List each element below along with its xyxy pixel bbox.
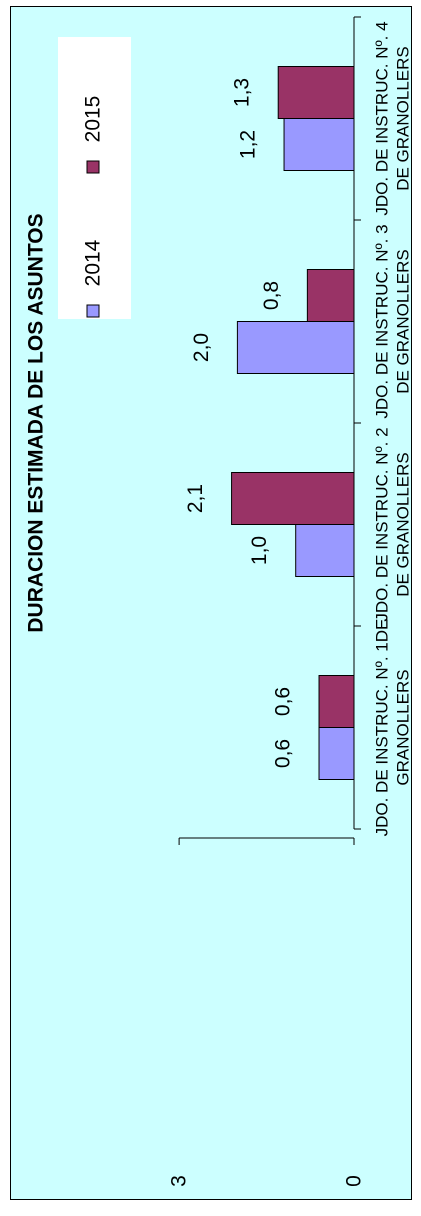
legend-box — [58, 37, 131, 319]
bar-2014-3 — [236, 321, 355, 374]
data-label-2015-3: 0,8 — [260, 281, 283, 310]
category-label-4-line1: JDO. DE INSTRUC. Nº. 4 — [373, 21, 392, 215]
data-label-2015-2: 2,1 — [184, 484, 207, 513]
category-label-2-line2: DE GRANOLLERS — [394, 452, 412, 597]
data-label-2014-3: 2,0 — [190, 333, 213, 362]
category-label-3-line1: JDO. DE INSTRUC. Nº. 3 — [373, 224, 392, 418]
legend-label-2015: 2015 — [82, 96, 105, 143]
bar-2015-4 — [277, 66, 355, 119]
data-label-2014-4: 1,2 — [237, 130, 260, 159]
data-label-2015-1: 0,6 — [272, 687, 295, 716]
value-tick-label: 0 — [343, 1175, 366, 1187]
legend-swatch-2014 — [86, 304, 100, 318]
category-label-3-line2: DE GRANOLLERS — [394, 249, 412, 394]
legend-label-2014: 2014 — [82, 239, 105, 286]
chart-frame: DURACION ESTIMADA DE LOS ASUNTOS 2014 2015… — [10, 6, 412, 1200]
data-label-2014-1: 0,6 — [272, 739, 295, 768]
bar-2015-1 — [318, 675, 355, 728]
chart-svg: DURACION ESTIMADA DE LOS ASUNTOS 2014 2015… — [25, 16, 412, 1187]
bar-2014-1 — [318, 727, 355, 780]
bar-2015-2 — [231, 472, 355, 525]
bar-2014-2 — [295, 524, 355, 577]
chart-title: DURACION ESTIMADA DE LOS ASUNTOS — [25, 213, 48, 632]
bar-2014-4 — [283, 118, 355, 171]
category-label-1-line2: GRANOLLERS — [394, 669, 412, 785]
bar-2015-3 — [306, 269, 355, 322]
data-label-2014-2: 1,0 — [248, 536, 271, 565]
category-label-1-line1: JDO. DE INSTRUC. Nº. 1DE — [373, 619, 392, 837]
category-label-2-line1: JDO. DE INSTRUC. Nº. 2 — [373, 427, 392, 621]
legend-swatch-2015 — [86, 160, 100, 174]
value-tick-label: 3 — [168, 1175, 191, 1187]
data-label-2015-4: 1,3 — [231, 78, 254, 107]
category-label-4-line2: DE GRANOLLERS — [394, 46, 412, 191]
